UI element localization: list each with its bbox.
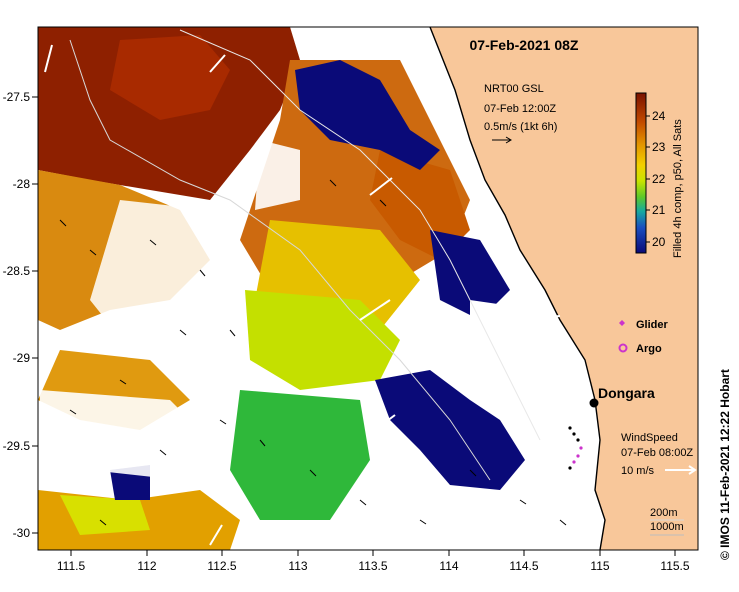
sst-patch-cold-mid	[430, 230, 510, 320]
sst-patch-cold-north	[295, 60, 440, 170]
sst-patch-orange-ne	[370, 150, 470, 260]
current-legend-time: 07-Feb 12:00Z	[484, 103, 556, 115]
sst-patch-yellow-south	[60, 495, 150, 535]
credit-text: © IMOS 11-Feb-2021 12:22 Hobart	[718, 369, 732, 560]
glider-legend-label: Glider	[636, 319, 669, 331]
bathymetry-legend-1000m: 1000m	[650, 521, 684, 533]
x-tick-label: 114	[439, 559, 458, 573]
sst-patch-cold-south	[375, 370, 525, 490]
current-scale-arrowhead	[505, 136, 512, 144]
y-tick-label: -28.5	[3, 264, 31, 278]
cloud-gap-west	[90, 200, 240, 360]
wind-arrows	[44, 44, 561, 546]
cloud-gap-southwest	[40, 390, 230, 480]
map-title: 07-Feb-2021 08Z	[470, 37, 579, 53]
cloud-gap-coastal	[470, 300, 560, 420]
wind-legend-title: WindSpeed	[621, 432, 678, 444]
colorbar-gradient	[635, 92, 647, 254]
bathymetry-1000m	[69, 39, 491, 481]
wind-legend-time: 07-Feb 08:00Z	[621, 447, 693, 459]
colorbar-tick-label: 20	[652, 235, 666, 249]
x-axis-labels: 111.5 112 112.5 113 113.5 114 114.5 115 …	[57, 559, 690, 573]
sst-patch-green	[230, 390, 370, 520]
map-frame	[37, 26, 699, 551]
x-tick-label: 112.5	[207, 559, 236, 573]
x-tick-label: 111.5	[57, 559, 86, 573]
cloud-gap-north	[255, 140, 300, 210]
x-tick-label: 113	[288, 559, 307, 573]
y-tick-label: -30	[13, 526, 31, 540]
colorbar-label: Filled 4h comp, p50, All Sats	[672, 119, 684, 258]
wind-scale-arrowhead	[688, 465, 697, 475]
x-tick-label: 113.5	[358, 559, 387, 573]
x-tick-label: 114.5	[509, 559, 538, 573]
bathymetry-200m	[179, 29, 541, 441]
y-tick-label: -29.5	[3, 439, 31, 453]
current-legend-scale: 0.5m/s (1kt 6h)	[484, 121, 557, 133]
bathymetry-legend: 200m 1000m	[650, 507, 684, 536]
sst-patch-yellow-green	[245, 290, 400, 390]
dongara-location-marker	[589, 398, 599, 408]
map-area	[38, 27, 698, 550]
current-legend-source: NRT00 GSL	[484, 83, 544, 95]
axis-ticks	[32, 96, 676, 556]
x-tick-label: 115	[590, 559, 609, 573]
glider-marker-icon	[619, 320, 625, 326]
colorbar-tick-label: 23	[652, 140, 666, 154]
dongara-label: Dongara	[598, 385, 655, 401]
colorbar-tick-label: 24	[652, 109, 666, 123]
coastline	[429, 27, 606, 550]
argo-legend-label: Argo	[636, 343, 662, 355]
land-mass	[430, 27, 698, 550]
marker-legend: Glider Argo	[618, 319, 669, 355]
wind-legend: WindSpeed 07-Feb 08:00Z 10 m/s	[621, 432, 697, 477]
y-tick-label: -29	[13, 351, 31, 365]
bathymetry-legend-200m: 200m	[650, 507, 678, 519]
x-tick-label: 115.5	[660, 559, 689, 573]
colorbar: 24 23 22 21 20 Filled 4h comp, p50, All …	[635, 92, 684, 258]
y-tick-label: -28	[13, 177, 31, 191]
wind-legend-scale: 10 m/s	[621, 465, 655, 477]
y-axis-labels: -27.5 -28 -28.5 -29 -29.5 -30	[3, 90, 31, 540]
colorbar-ticks: 24 23 22 21 20	[646, 109, 666, 249]
current-legend: NRT00 GSL 07-Feb 12:00Z 0.5m/s (1kt 6h)	[484, 83, 557, 144]
colorbar-tick-label: 21	[652, 203, 666, 217]
sst-patch-darkest	[110, 35, 230, 120]
y-tick-label: -27.5	[3, 90, 31, 104]
glider-track	[568, 426, 583, 470]
x-tick-label: 112	[137, 559, 156, 573]
current-vectors	[59, 179, 567, 526]
colorbar-tick-label: 22	[652, 172, 666, 186]
argo-marker-icon	[618, 343, 628, 353]
